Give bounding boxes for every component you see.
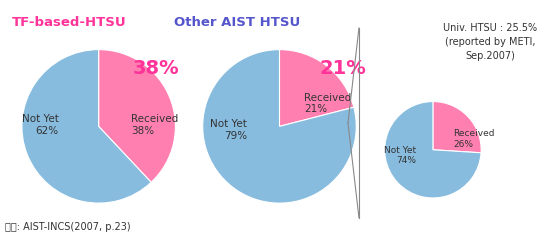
Text: Not Yet
74%: Not Yet 74%: [384, 146, 416, 165]
Text: 21%: 21%: [319, 59, 366, 78]
Text: Not Yet
79%: Not Yet 79%: [210, 119, 247, 141]
Text: Received
21%: Received 21%: [304, 92, 351, 114]
Text: 자료: AIST-INCS(2007, p.23): 자료: AIST-INCS(2007, p.23): [5, 222, 131, 232]
Text: TF-based-HTSU: TF-based-HTSU: [12, 16, 127, 29]
Text: Univ. HTSU : 25.5%
(reported by METI,
Sep.2007): Univ. HTSU : 25.5% (reported by METI, Se…: [443, 23, 538, 61]
Wedge shape: [99, 50, 175, 182]
Wedge shape: [279, 50, 354, 126]
Wedge shape: [203, 50, 356, 203]
Text: Not Yet
62%: Not Yet 62%: [22, 114, 59, 136]
Text: Received
26%: Received 26%: [453, 129, 495, 149]
Text: Received
38%: Received 38%: [131, 114, 178, 136]
Wedge shape: [385, 102, 481, 198]
Wedge shape: [433, 102, 481, 153]
Wedge shape: [22, 50, 151, 203]
Text: 38%: 38%: [133, 59, 179, 78]
Text: Other AIST HTSU: Other AIST HTSU: [174, 16, 300, 29]
